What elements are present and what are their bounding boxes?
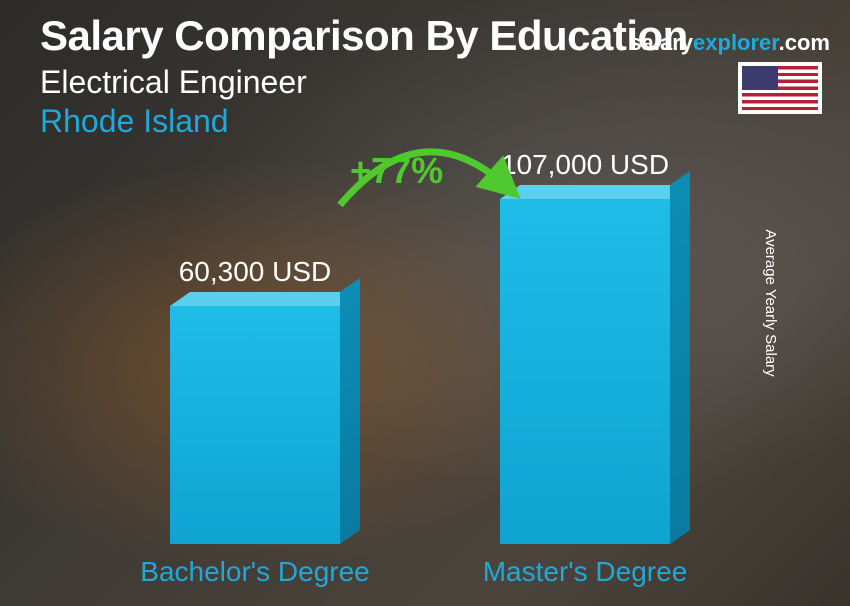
brand-logo: salaryexplorer.com [629,30,830,56]
job-title: Electrical Engineer [40,64,820,101]
percent-change-label: +77% [350,150,443,192]
flag-icon [738,62,822,114]
bar-category-label: Master's Degree [455,556,715,588]
y-axis-label: Average Yearly Salary [762,229,779,376]
bar-side-face [340,278,360,544]
bar-category-label: Bachelor's Degree [125,556,385,588]
bar-group-bachelors: 60,300 USD Bachelor's Degree [170,306,340,544]
bar-side-face [670,171,690,544]
bar-group-masters: 107,000 USD Master's Degree [500,199,670,544]
brand-part3: .com [779,30,830,55]
bar-top-face [170,292,360,306]
brand-part1: salary [629,30,693,55]
salary-bar-chart: 60,300 USD Bachelor's Degree 107,000 USD… [160,164,700,544]
bar-value-label: 60,300 USD [145,256,365,288]
brand-part2: explorer [693,30,779,55]
bar-bachelors: 60,300 USD [170,306,340,544]
bar-masters: 107,000 USD [500,199,670,544]
